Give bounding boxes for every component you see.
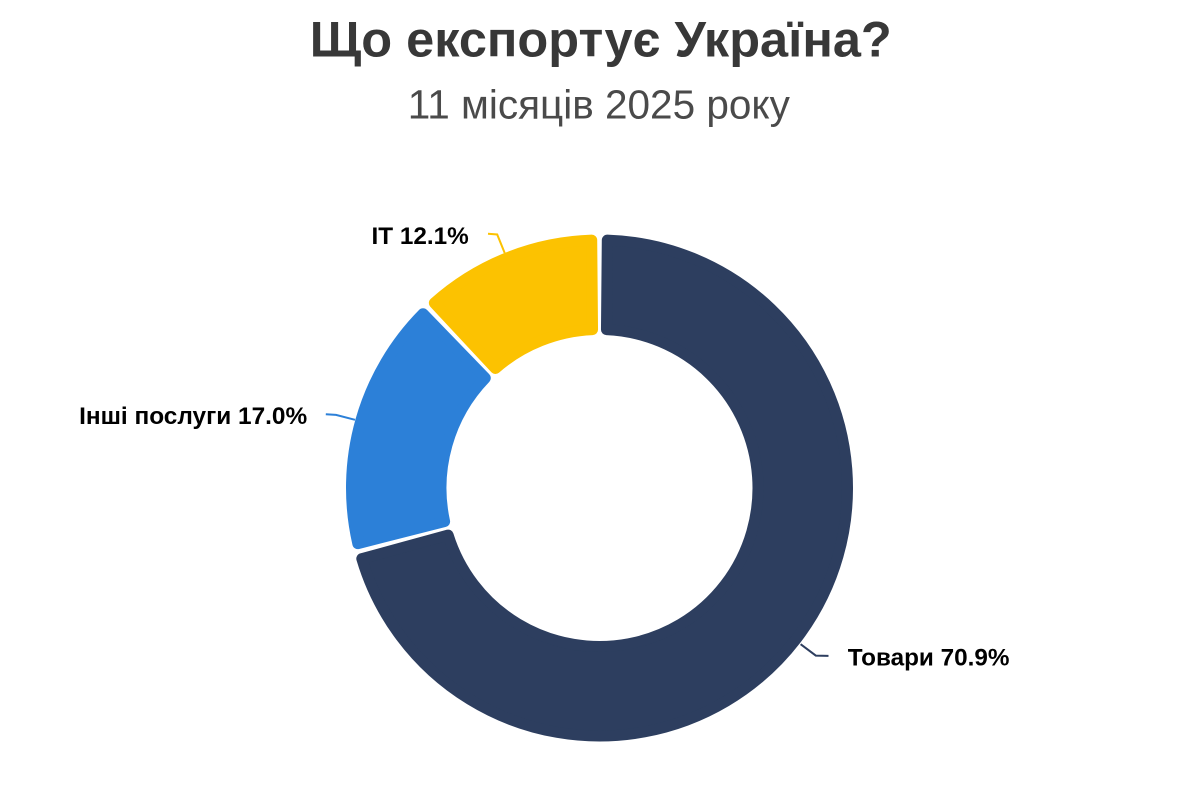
svg-text:Товари 70.9%: Товари 70.9% [848, 645, 1010, 672]
svg-text:11 місяців 2025 року: 11 місяців 2025 року [408, 81, 791, 127]
svg-text:Інші послуги 17.0%: Інші послуги 17.0% [79, 403, 307, 430]
svg-text:IT 12.1%: IT 12.1% [372, 223, 469, 250]
svg-text:Що експортує Україна?: Що експортує Україна? [310, 11, 892, 68]
